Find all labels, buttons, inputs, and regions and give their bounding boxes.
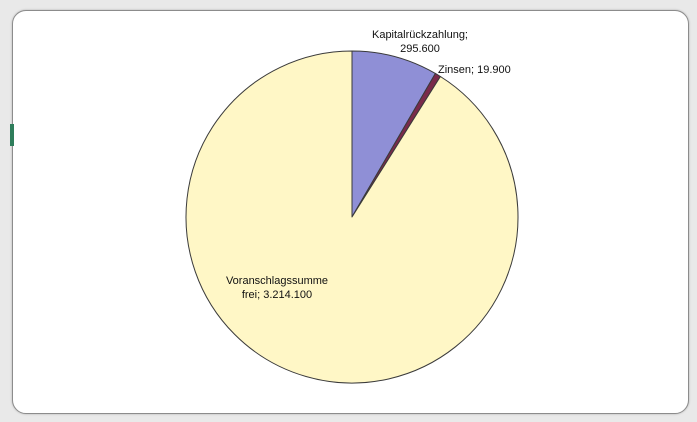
label-voranschlagssumme-line1: Voranschlagssumme [226, 275, 328, 287]
label-kapitalrueckzahlung-line1: Kapitalrückzahlung; [372, 29, 468, 41]
side-tab-marker [10, 124, 14, 146]
label-voranschlagssumme-line2: frei; 3.214.100 [242, 289, 312, 301]
label-kapitalrueckzahlung-line2: 295.600 [400, 43, 440, 55]
label-zinsen: Zinsen; 19.900 [438, 64, 511, 76]
pie-slices [185, 50, 519, 384]
slice-kapitalrueckzahlung [351, 50, 436, 218]
slice-voranschlagssumme-frei [185, 50, 519, 384]
